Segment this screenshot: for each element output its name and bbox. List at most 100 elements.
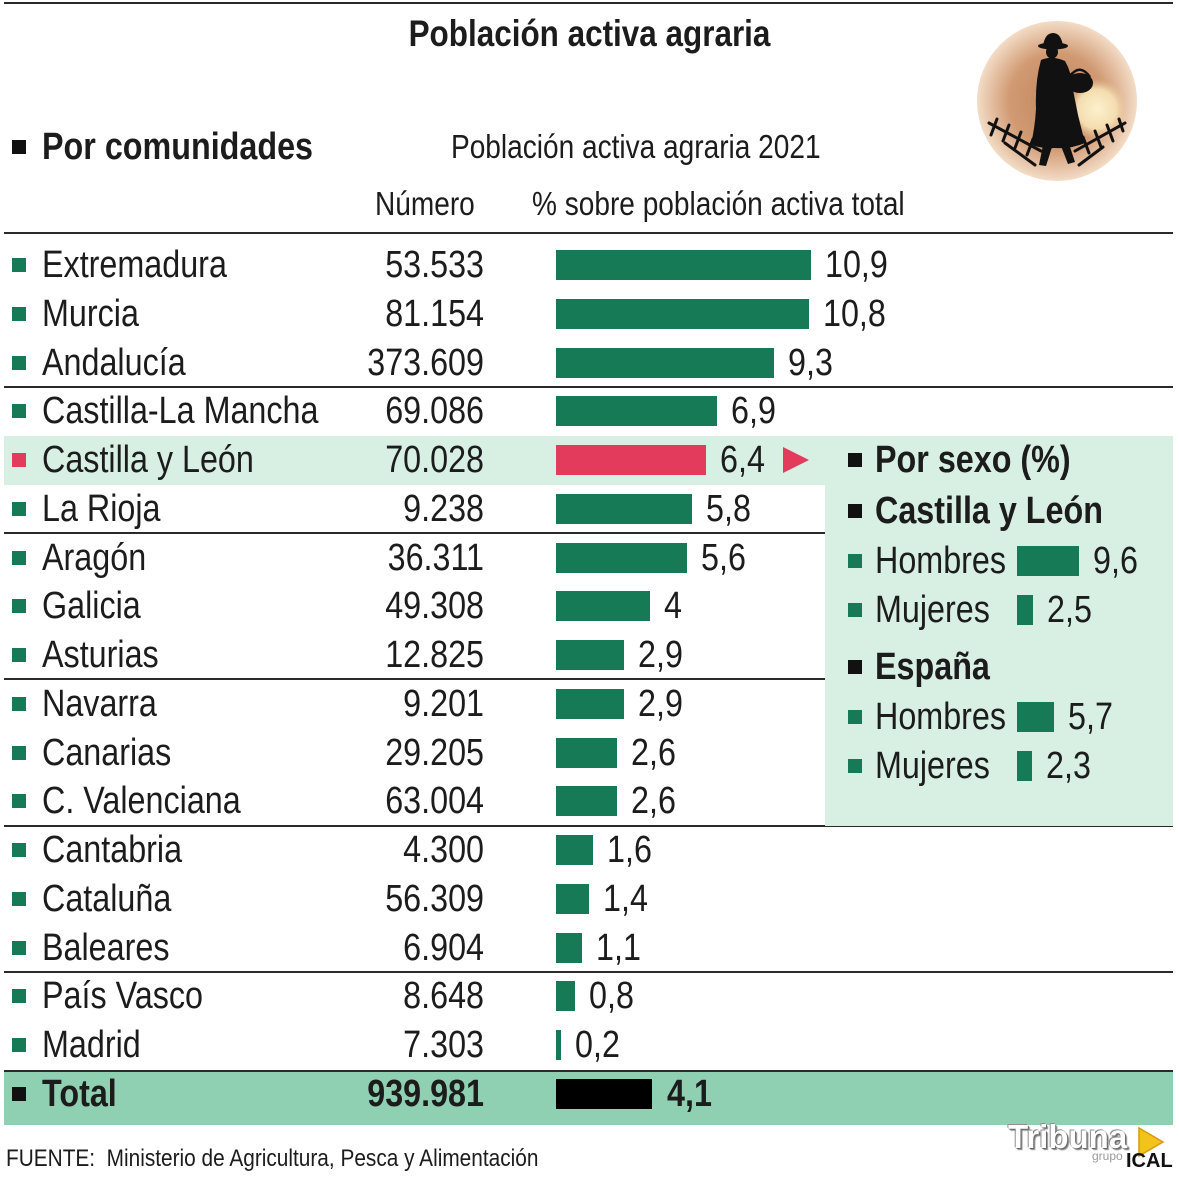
bar-value-label: 0,8 (588, 975, 634, 1018)
region-number: 36.311 (387, 536, 484, 579)
region-name: Madrid (42, 1024, 141, 1066)
bar-value-label: 10,8 (822, 292, 886, 335)
row-marker (12, 501, 26, 516)
bar (556, 883, 589, 914)
region-name: C. Valenciana (42, 780, 241, 823)
sex-group-name: Castilla y León (875, 490, 1103, 532)
row-marker (12, 1038, 26, 1052)
bar (556, 640, 624, 670)
percent-column-header: % sobre población activa total (532, 185, 905, 222)
region-number: 29.205 (385, 731, 484, 774)
row-marker (12, 989, 26, 1004)
region-name: Aragón (42, 536, 147, 579)
row-marker (12, 258, 26, 272)
total-separator (4, 1070, 1173, 1072)
row-marker (12, 550, 26, 565)
item-marker (848, 759, 862, 773)
row-marker (12, 355, 26, 370)
bar-value-label: 4 (663, 585, 682, 628)
region-number: 81.154 (385, 292, 484, 335)
row-marker (12, 599, 26, 614)
region-number: 7.303 (403, 1024, 484, 1066)
row-marker (12, 453, 26, 467)
bar (556, 737, 617, 768)
sex-bar (1017, 595, 1034, 625)
bar-value-label: 6,4 (719, 439, 765, 481)
bar-value-label: 0,2 (574, 1024, 620, 1066)
total-marker (12, 1086, 26, 1101)
bar (556, 250, 812, 280)
region-number: 53.533 (385, 244, 484, 286)
region-name: Asturias (42, 634, 159, 676)
page-title: Población activa agraria (408, 13, 771, 54)
bar-value-label: 2,6 (630, 780, 676, 823)
sex-value-label: 9,6 (1092, 540, 1138, 582)
top-rule (4, 2, 1173, 4)
sex-label: Hombres (875, 540, 1007, 582)
region-name: Galicia (42, 585, 141, 628)
sex-label: Mujeres (875, 745, 990, 787)
sex-value-label: 5,7 (1067, 696, 1113, 738)
bar (556, 932, 582, 963)
bar-value-label: 1,6 (607, 829, 653, 871)
number-column-header: Número (375, 185, 475, 222)
item-marker (848, 603, 862, 617)
bar (556, 688, 624, 719)
row-marker (12, 404, 26, 419)
row-separator (4, 678, 825, 680)
bar (556, 591, 650, 622)
row-marker (12, 940, 26, 955)
region-name: La Rioja (42, 487, 161, 530)
total-number: 939.981 (367, 1072, 484, 1115)
square-bullet-icon (848, 453, 862, 467)
row-separator (4, 971, 1173, 973)
region-name: Castilla y León (42, 439, 254, 481)
logo-brand: Tribuna (1008, 1118, 1128, 1155)
source-note: FUENTE: Ministerio de Agricultura, Pesca… (6, 1145, 539, 1172)
row-marker (12, 891, 26, 906)
sex-panel-background (825, 436, 1173, 826)
bar-value-label: 5,8 (705, 487, 751, 530)
sex-bar (1017, 546, 1079, 576)
bar (556, 542, 688, 573)
row-separator (4, 825, 1173, 827)
bar (556, 493, 692, 524)
logo-group: grupo (1092, 1149, 1123, 1163)
region-number: 8.648 (403, 975, 484, 1018)
region-name: Cataluña (42, 877, 172, 920)
square-bullet-icon (848, 660, 862, 674)
region-name: Andalucía (42, 341, 186, 384)
region-number: 373.609 (367, 341, 484, 384)
header-rule (4, 232, 1173, 234)
row-separator (4, 532, 825, 534)
bar-value-label: 2,9 (637, 682, 683, 725)
region-number: 9.201 (403, 682, 484, 725)
bar (556, 1030, 561, 1060)
region-name: Extremadura (42, 244, 227, 286)
sex-panel-title: Por sexo (%) (875, 439, 1071, 481)
bar-value-label: 6,9 (731, 390, 777, 433)
total-bar (556, 1078, 652, 1109)
bar-value-label: 9,3 (787, 341, 833, 384)
bar-value-label: 1,1 (595, 926, 641, 969)
item-marker (848, 710, 862, 724)
bar (556, 835, 594, 865)
total-value-label: 4,1 (666, 1072, 712, 1115)
sex-bar (1017, 702, 1054, 732)
row-marker (12, 648, 26, 662)
bar (556, 981, 575, 1012)
bar (556, 445, 706, 475)
row-marker (12, 696, 26, 711)
region-number: 12.825 (385, 634, 484, 676)
bar (556, 347, 774, 378)
row-separator (4, 386, 1173, 388)
bar-value-label: 2,6 (630, 731, 676, 774)
sex-group-name: España (875, 646, 990, 688)
row-marker (12, 843, 26, 857)
logo-agency: ICAL (1126, 1150, 1173, 1172)
triangle-right-icon (782, 447, 809, 473)
region-name: Canarias (42, 731, 172, 774)
region-number: 70.028 (385, 439, 484, 481)
